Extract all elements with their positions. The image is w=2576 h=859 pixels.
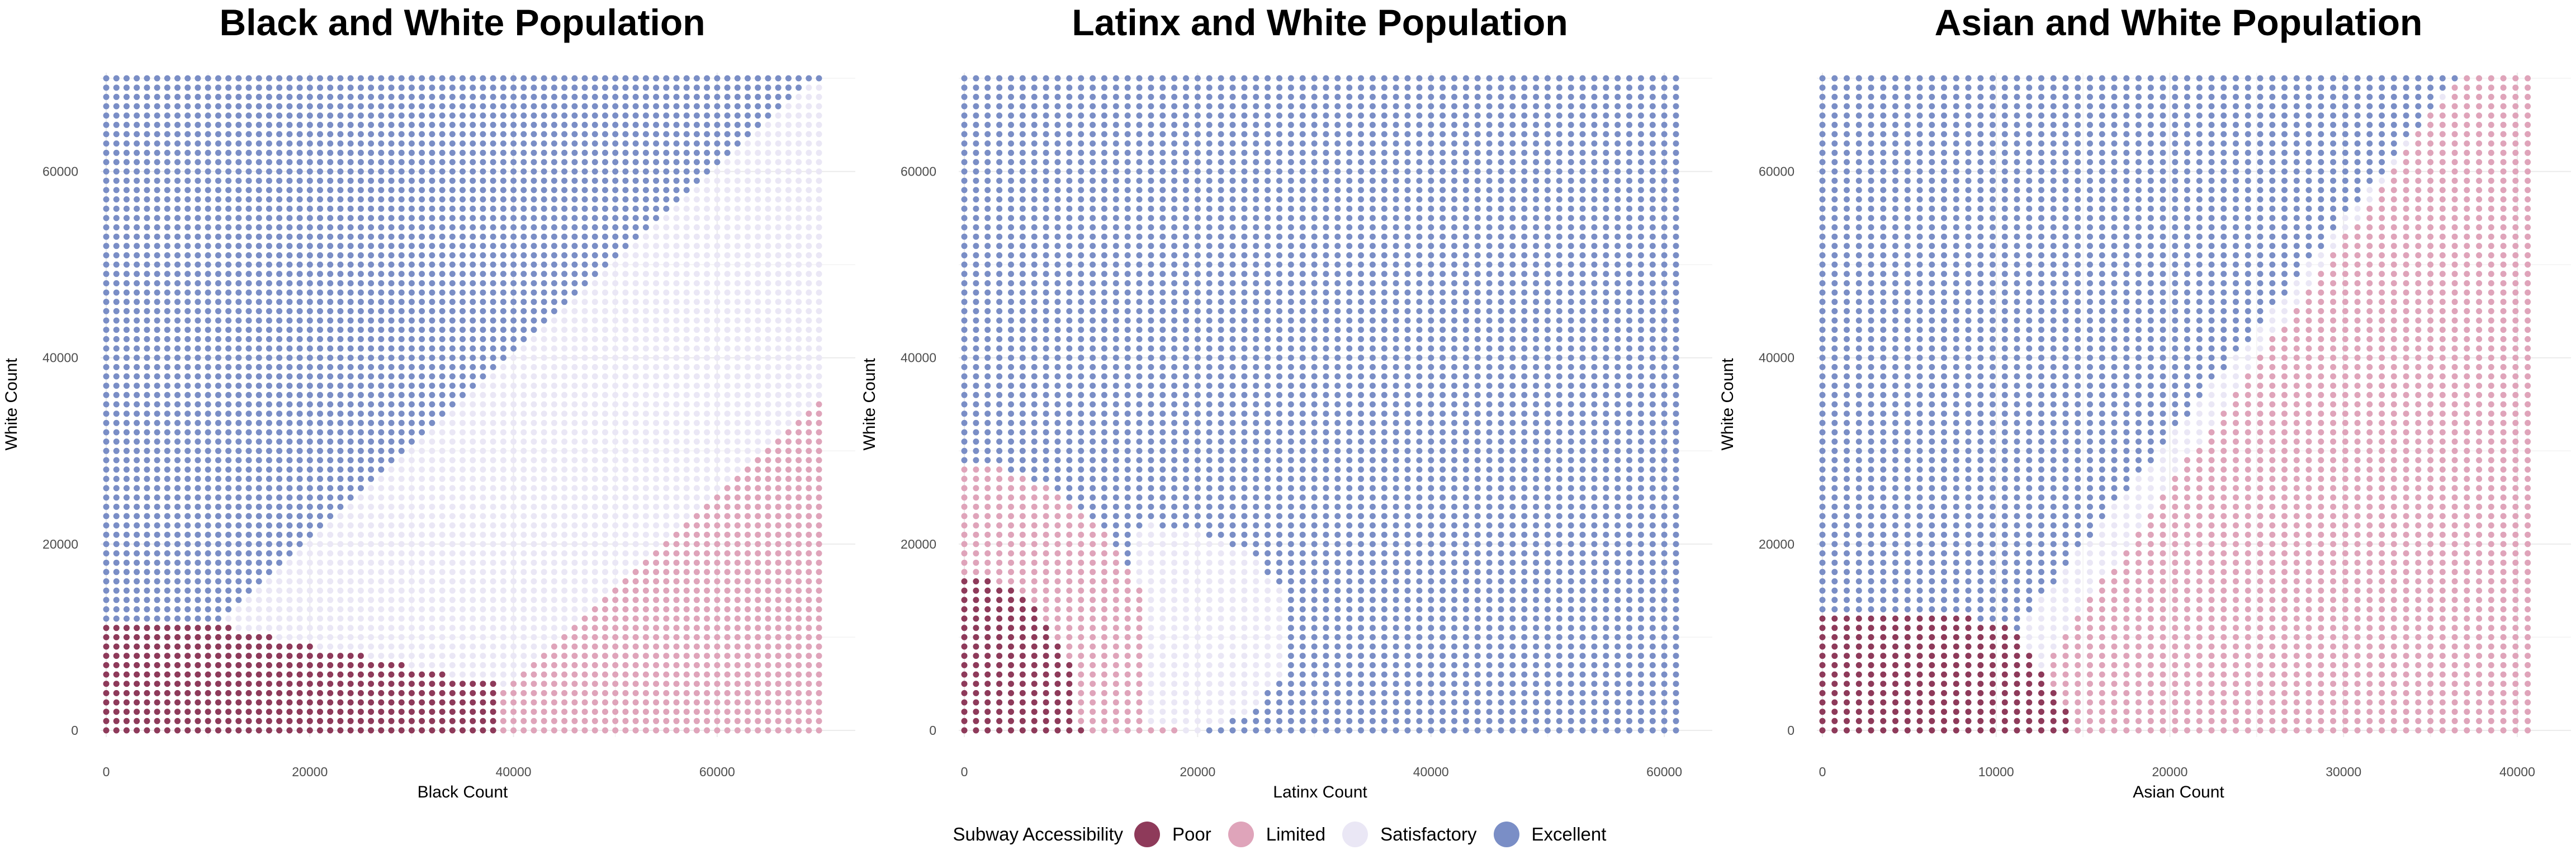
legend-label-poor: Poor [1172, 824, 1211, 844]
legend: Subway Accessibility Poor Limited Satisf… [0, 811, 2576, 858]
y-tick-label: 60000 [901, 164, 936, 179]
legend-item-satisfactory: Satisfactory [1342, 822, 1477, 847]
y-tick-label: 60000 [42, 164, 78, 179]
legend-swatch-excellent [1493, 822, 1519, 847]
y-axis-label: White Count [1718, 358, 1737, 451]
y-tick-label: 0 [71, 723, 78, 738]
points-poor [1819, 615, 2069, 734]
y-tick-label: 20000 [1759, 537, 1794, 551]
panel-2: 0 20000 40000 60000 0 20000 40000 60000 Latinx a… [860, 2, 1712, 801]
y-axis-label: White Count [2, 358, 21, 451]
x-axis-label: Black Count [418, 783, 508, 801]
y-tick-label: 60000 [1759, 164, 1794, 179]
x-axis-label: Asian Count [2133, 783, 2224, 801]
x-tick-label: 20000 [292, 764, 328, 779]
x-tick-label: 60000 [699, 764, 735, 779]
legend-label-limited: Limited [1266, 824, 1326, 844]
y-tick-label: 20000 [901, 537, 936, 551]
panel-1: 0 20000 40000 60000 0 20000 40000 60000 Black an… [2, 2, 855, 801]
y-tick-label: 40000 [1759, 351, 1794, 365]
chart-title: Black and White Population [219, 2, 705, 43]
y-axis-label: White Count [860, 358, 879, 451]
points-satisfactory [225, 84, 822, 687]
points-limited [2050, 75, 2531, 734]
legend-item-poor: Poor [1134, 822, 1211, 847]
panel-3: 0 10000 20000 30000 40000 0 20000 40000 60000 Asi… [1718, 2, 2571, 801]
legend-swatch-limited [1228, 822, 1254, 847]
y-tick-label: 0 [929, 723, 936, 738]
x-tick-label: 0 [1819, 764, 1826, 779]
y-tick-label: 40000 [42, 351, 78, 365]
y-tick-label: 0 [1787, 723, 1794, 738]
y-tick-label: 40000 [901, 351, 936, 365]
points-poor [961, 578, 1085, 734]
legend-title: Subway Accessibility [953, 824, 1124, 844]
legend-label-satisfactory: Satisfactory [1380, 824, 1477, 844]
legend-item-excellent: Excellent [1493, 822, 1607, 847]
chart-title: Asian and White Population [1935, 2, 2423, 43]
points-limited [500, 401, 822, 734]
x-tick-label: 20000 [2152, 764, 2187, 779]
points-excellent [961, 75, 1679, 734]
x-tick-label: 10000 [1978, 764, 2014, 779]
points-limited [961, 466, 1178, 734]
gridlines [101, 73, 855, 737]
x-tick-label: 0 [961, 764, 968, 779]
legend-swatch-satisfactory [1342, 822, 1368, 847]
points-satisfactory [2026, 93, 2446, 668]
x-tick-label: 30000 [2326, 764, 2361, 779]
x-tick-label: 40000 [2499, 764, 2535, 779]
points-excellent [103, 75, 822, 622]
points [103, 75, 822, 734]
points-excellent [1819, 75, 2458, 631]
points-satisfactory [1136, 522, 1282, 734]
x-tick-label: 40000 [496, 764, 532, 779]
x-tick-label: 20000 [1180, 764, 1215, 779]
points [1819, 75, 2531, 734]
x-tick-label: 40000 [1413, 764, 1449, 779]
y-tick-label: 20000 [42, 537, 78, 551]
x-axis-label: Latinx Count [1273, 783, 1367, 801]
x-tick-label: 0 [103, 764, 110, 779]
points-poor [103, 625, 496, 734]
x-tick-label: 60000 [1646, 764, 1682, 779]
legend-swatch-poor [1134, 822, 1161, 847]
legend-label-excellent: Excellent [1531, 824, 1607, 844]
legend-item-limited: Limited [1228, 822, 1325, 847]
points [961, 75, 1679, 734]
chart-title: Latinx and White Population [1072, 2, 1568, 43]
